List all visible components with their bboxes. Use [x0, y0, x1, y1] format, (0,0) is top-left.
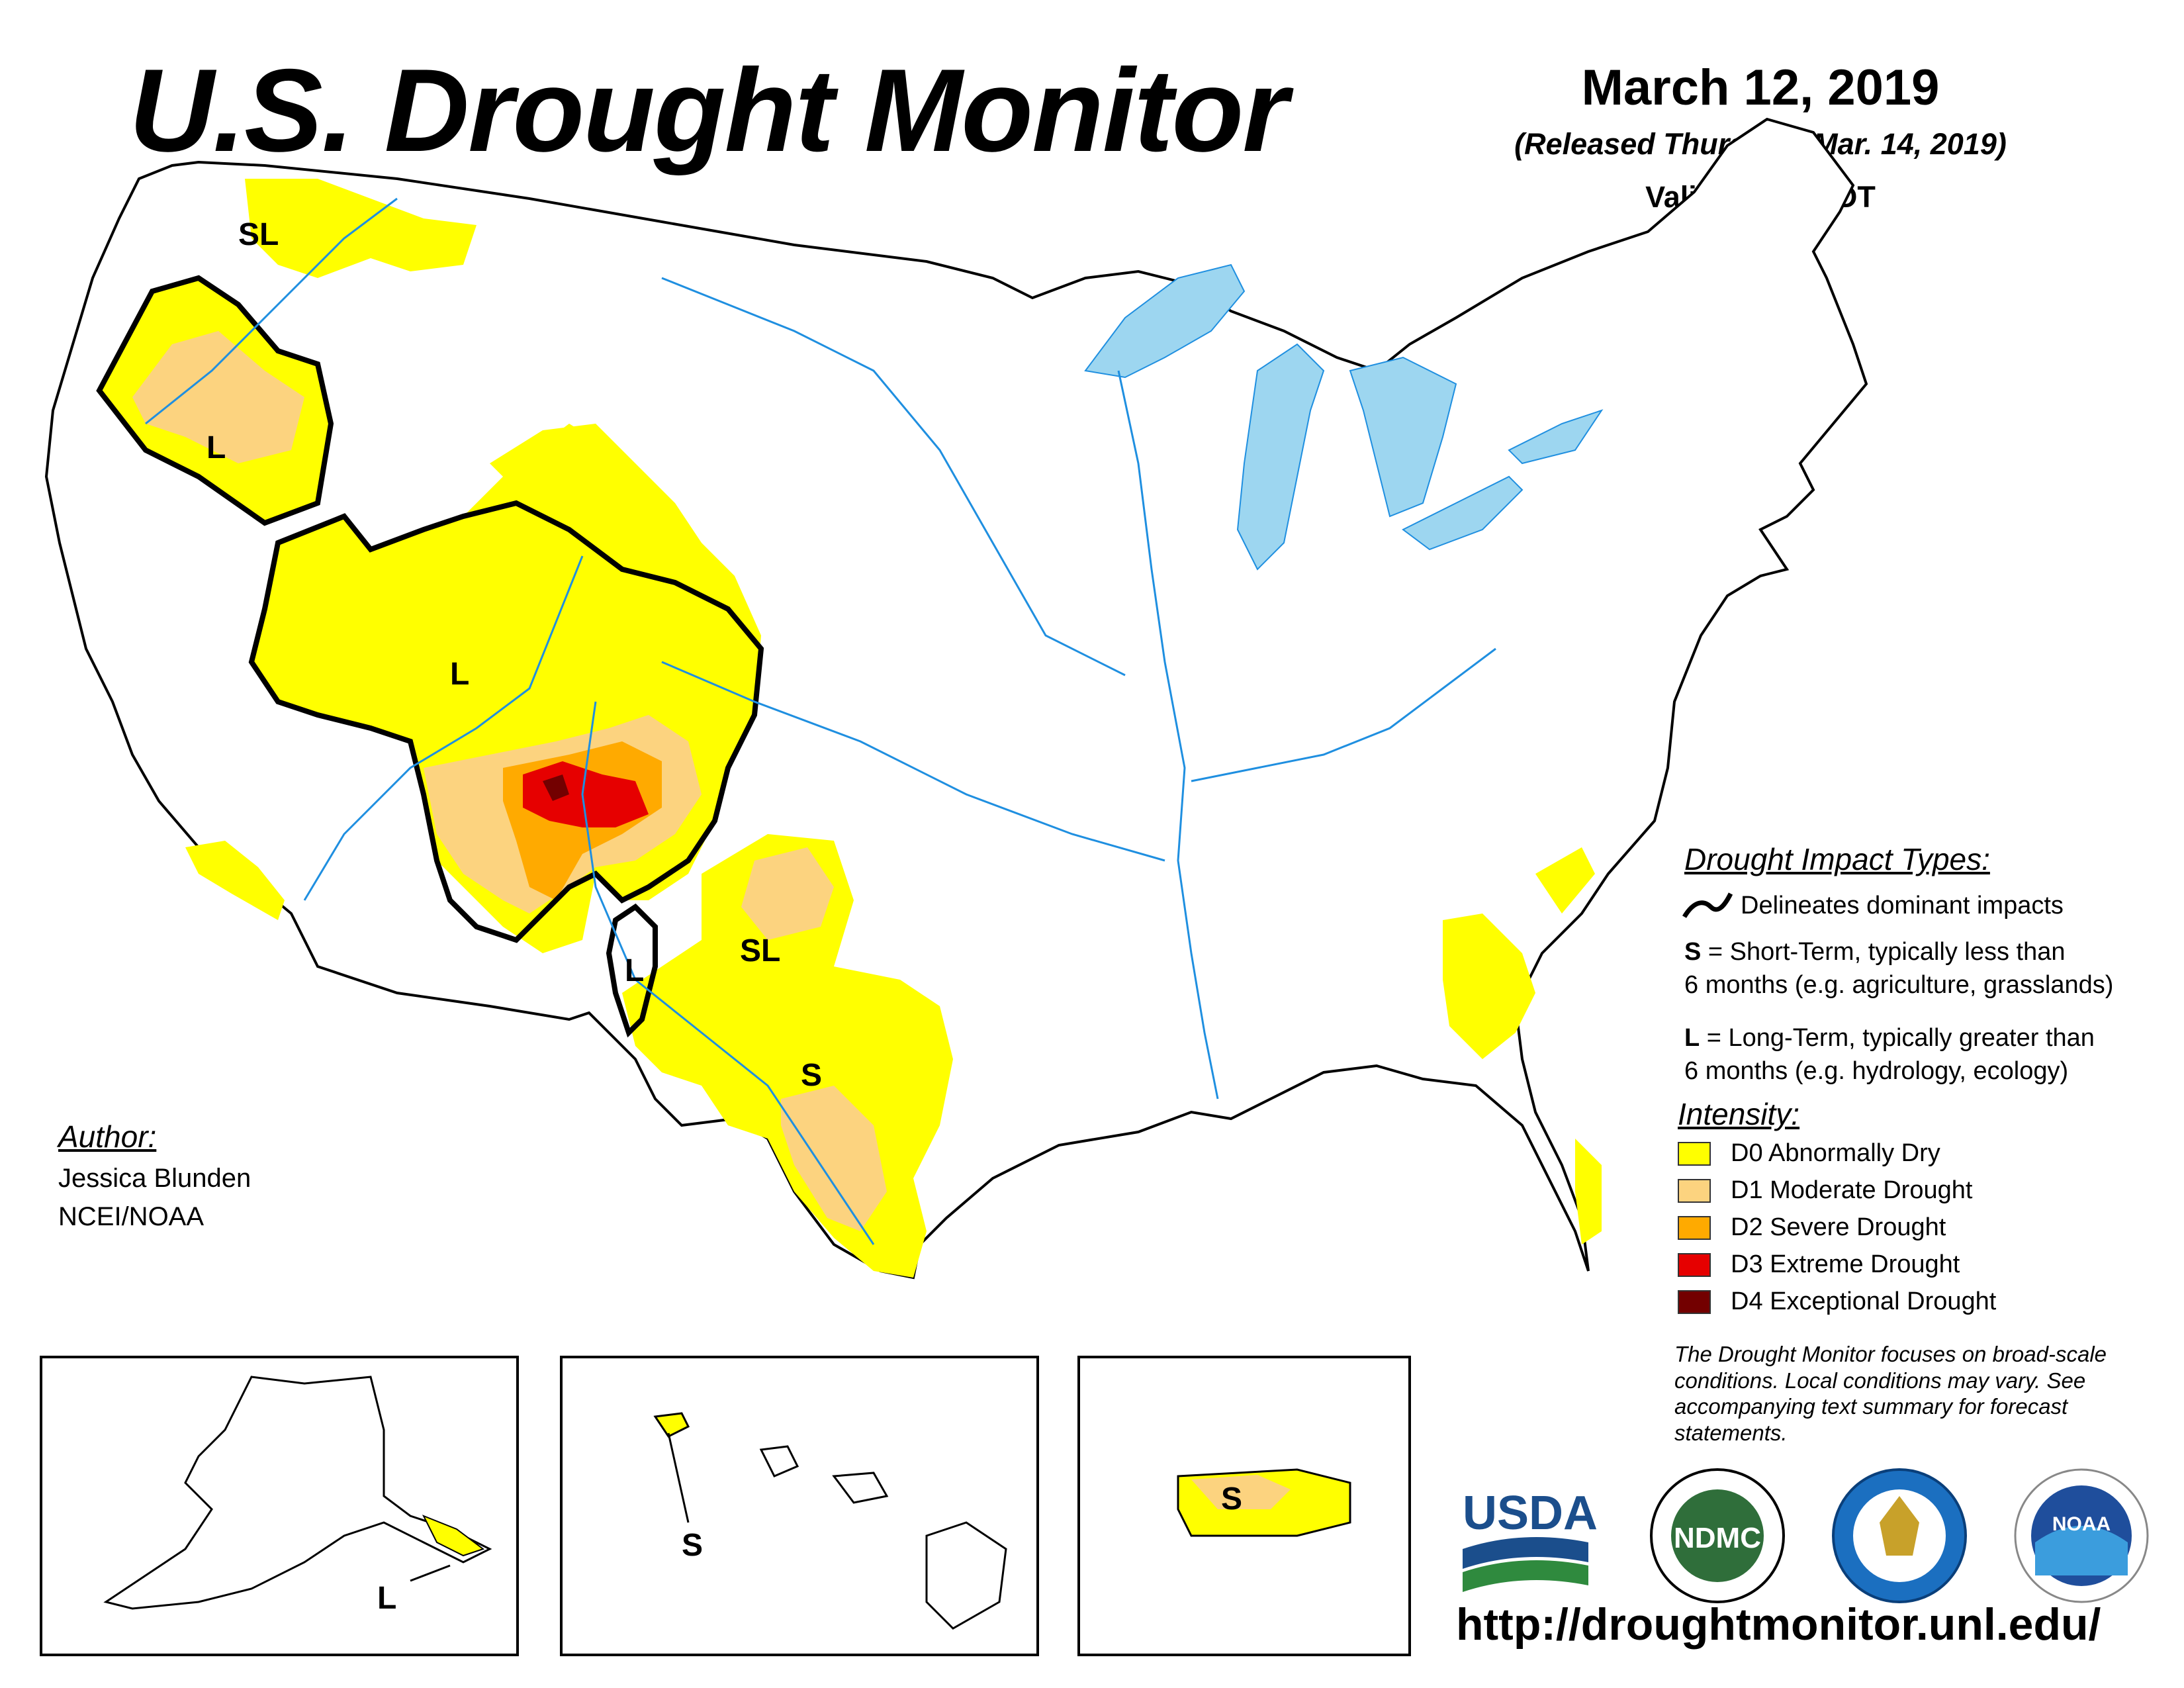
puerto-rico-inset-frame	[1077, 1356, 1411, 1656]
ndmc-logo-text: NDMC	[1674, 1522, 1761, 1554]
usda-logo-field	[1463, 1560, 1588, 1592]
drought-d4-southwest	[543, 774, 569, 801]
noaa-logo: NOAA	[2014, 1468, 2149, 1603]
label-nm-south: L	[625, 953, 644, 988]
river-rio-grande	[581, 701, 875, 1245]
intensity-swatch	[1678, 1179, 1711, 1203]
impact-long-text-1: = Long-Term, typically greater than	[1700, 1024, 2095, 1052]
author-org: NCEI/NOAA	[58, 1202, 205, 1231]
intensity-legend-row: D2 Severe Drought	[1678, 1209, 1996, 1246]
hawaii-big-island	[925, 1521, 1007, 1630]
noaa-wave-icon	[2035, 1526, 2128, 1575]
commerce-logo	[1832, 1468, 1967, 1603]
label-hawaii: S	[682, 1528, 703, 1563]
label-texas-south: S	[801, 1058, 822, 1093]
hawaii-inset-frame	[560, 1356, 1039, 1656]
river-ohio	[1191, 647, 1496, 782]
puerto-rico-drought-d1	[1191, 1475, 1291, 1509]
intensity-label: D2 Severe Drought	[1731, 1213, 1946, 1242]
intensity-label: D3 Extreme Drought	[1731, 1250, 1960, 1279]
impact-outline-great-basin	[248, 500, 764, 943]
hawaii-oahu	[759, 1445, 799, 1477]
impact-long-line1: L = Long-Term, typically greater than	[1684, 1023, 2095, 1055]
river-columbia	[145, 197, 398, 425]
intensity-swatch	[1678, 1253, 1711, 1277]
impact-short-text-1: = Short-Term, typically less than	[1701, 938, 2066, 966]
intensity-legend-row: D0 Abnormally Dry	[1678, 1135, 1996, 1172]
impact-long-key: L	[1684, 1024, 1700, 1052]
label-alaska: L	[377, 1581, 396, 1616]
intensity-legend-row: D1 Moderate Drought	[1678, 1172, 1996, 1209]
intensity-label: D1 Moderate Drought	[1731, 1176, 1973, 1205]
intensity-legend-row: D3 Extreme Drought	[1678, 1246, 1996, 1284]
great-lakes	[1084, 263, 1604, 571]
intensity-swatch	[1678, 1216, 1711, 1240]
impact-outlines	[96, 275, 764, 1038]
author-heading: Author:	[58, 1119, 157, 1154]
intensity-label: D4 Exceptional Drought	[1731, 1288, 1997, 1316]
drought-d0-north	[245, 179, 477, 278]
intensity-label: D0 Abnormally Dry	[1731, 1139, 1940, 1168]
alaska-inset-frame	[40, 1356, 519, 1656]
hawaii-maui	[832, 1472, 889, 1504]
website-url[interactable]: http://droughtmonitor.unl.edu/	[1456, 1599, 2101, 1650]
map-title: U.S. Drought Monitor	[129, 44, 1289, 176]
impact-outline-nm-south	[606, 903, 658, 1038]
river-arkansas	[661, 661, 1165, 862]
usda-logo: USDA	[1463, 1487, 1598, 1592]
drought-d1-texas	[741, 847, 887, 1231]
drought-d1-oregon	[132, 331, 304, 463]
impact-line-icon	[1682, 892, 1733, 918]
rivers	[145, 197, 1496, 1245]
usda-logo-swoosh	[1463, 1537, 1588, 1569]
impact-outline-oregon	[96, 275, 334, 526]
alaska-shape	[103, 1376, 492, 1610]
intensity-heading: Intensity:	[1678, 1097, 1800, 1131]
impact-short-line1: S = Short-Term, typically less than	[1684, 937, 2066, 968]
drought-d0-southeast	[1443, 847, 1602, 1244]
disclaimer-note: The Drought Monitor focuses on broad-sca…	[1674, 1342, 2107, 1445]
hawaii-label-leader	[667, 1432, 690, 1523]
noaa-logo-text: NOAA	[2052, 1513, 2111, 1535]
intensity-legend: D0 Abnormally Dry D1 Moderate Drought D2 S…	[1678, 1135, 1996, 1321]
label-pnw-north: SL	[238, 217, 279, 252]
ndmc-logo-center	[1671, 1489, 1764, 1582]
eagle-icon	[1880, 1496, 1919, 1556]
impact-short-line2: 6 months (e.g. agriculture, grasslands)	[1684, 971, 2114, 999]
map-date: March 12, 2019	[1581, 60, 1940, 116]
label-texas-panhandle: SL	[740, 933, 780, 968]
ndmc-logo: NDMC	[1650, 1468, 1785, 1603]
label-great-basin: L	[450, 657, 469, 692]
impact-types-heading: Drought Impact Types:	[1684, 842, 1990, 876]
alaska-drought-d0	[422, 1515, 485, 1557]
alaska-label-leader	[410, 1564, 451, 1582]
impact-long-line2: 6 months (e.g. hydrology, ecology)	[1684, 1057, 2069, 1085]
river-mississippi	[1117, 370, 1219, 1100]
author-name: Jessica Blunden	[58, 1164, 251, 1193]
usda-logo-text: USDA	[1463, 1487, 1598, 1540]
river-missouri	[661, 277, 1126, 677]
intensity-legend-row: D4 Exceptional Drought	[1678, 1284, 1996, 1321]
intensity-swatch	[1678, 1290, 1711, 1314]
impact-delineates-text: Delineates dominant impacts	[1741, 892, 2064, 919]
drought-d0-wyoming	[490, 424, 702, 569]
hawaii-kauai	[653, 1412, 690, 1438]
label-oregon: L	[206, 430, 226, 465]
river-colorado	[303, 555, 584, 901]
intensity-swatch	[1678, 1142, 1711, 1166]
drought-d0-socal	[185, 841, 285, 920]
hawaii-islands	[653, 1412, 1007, 1630]
impact-short-key: S	[1684, 938, 1702, 966]
label-puerto-rico: S	[1221, 1481, 1242, 1517]
